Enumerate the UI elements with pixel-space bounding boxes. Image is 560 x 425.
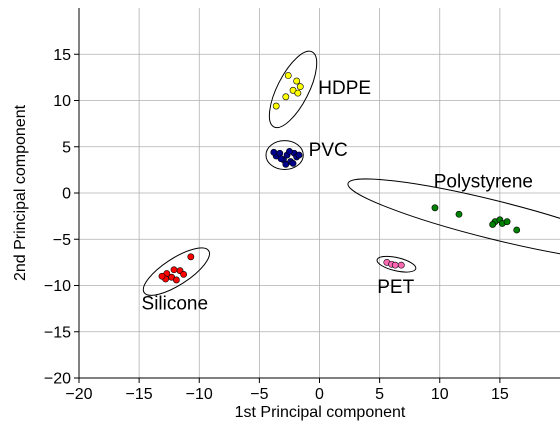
point-hdpe	[282, 93, 290, 101]
point-silicone	[170, 266, 178, 274]
x-tick-label: 10	[431, 386, 449, 403]
cluster-label-silicone: Silicone	[142, 294, 209, 315]
cluster-label-pet: PET	[377, 277, 414, 298]
point-pvc	[295, 151, 303, 159]
x-tick-label: −15	[126, 386, 153, 403]
cluster-label-polystyrene: Polystyrene	[434, 171, 533, 192]
point-pet	[391, 261, 399, 269]
ellipse-silicone	[142, 247, 210, 296]
ellipse-polystyrene	[347, 178, 560, 262]
y-tick-label: 0	[62, 186, 71, 203]
point-pvc	[270, 148, 278, 156]
x-tick-label: −20	[65, 386, 92, 403]
cluster-labels: HDPE PVC Polystyrene PET Silicone	[142, 78, 533, 315]
point-polystyrene	[503, 218, 511, 226]
grid	[78, 8, 560, 379]
y-tick-label: −15	[44, 324, 71, 341]
point-polystyrene	[513, 226, 521, 234]
cluster-label-pvc: PVC	[309, 140, 348, 161]
point-polystyrene	[431, 204, 439, 212]
ellipse-pet	[376, 255, 417, 273]
point-pvc	[286, 147, 293, 155]
point-pvc	[276, 149, 284, 157]
point-pvc	[289, 159, 297, 167]
x-axis-label: 1st Principal component	[235, 404, 406, 421]
y-tick-label: 10	[53, 93, 71, 110]
y-axis-label: 2nd Principal component	[12, 104, 29, 281]
ellipse-pvc	[265, 140, 304, 171]
point-hdpe	[296, 83, 304, 91]
y-tick-label: −5	[53, 232, 71, 249]
x-tick-label: 0	[315, 386, 324, 403]
y-tick-label: −20	[44, 371, 71, 388]
point-pvc	[282, 160, 290, 168]
data-points	[158, 72, 521, 284]
point-hdpe	[293, 77, 301, 85]
point-polystyrene	[455, 210, 463, 218]
point-silicone	[187, 253, 195, 261]
x-tick-label: −10	[186, 386, 213, 403]
x-tick-label: −5	[250, 386, 268, 403]
ellipse-hdpe	[268, 50, 318, 129]
point-hdpe	[272, 102, 280, 110]
point-silicone	[158, 272, 166, 280]
x-axis-ticks: −20 −15 −10 −5 0 5 10 15	[65, 378, 509, 403]
cluster-ellipses	[142, 50, 560, 296]
point-pet	[397, 261, 405, 269]
point-pvc	[277, 155, 285, 163]
x-tick-label: 15	[491, 386, 509, 403]
y-tick-label: −10	[44, 278, 71, 295]
cluster-label-hdpe: HDPE	[318, 78, 371, 99]
y-tick-label: 5	[62, 139, 71, 156]
point-silicone	[173, 276, 180, 284]
point-hdpe	[294, 89, 302, 97]
point-silicone	[180, 270, 188, 278]
y-tick-label: 15	[53, 47, 71, 64]
point-polystyrene	[489, 221, 497, 228]
y-axis-ticks: −20 −15 −10 −5 0 5 10 15	[44, 47, 79, 388]
point-hdpe	[284, 72, 292, 79]
x-tick-label: 5	[375, 386, 384, 403]
